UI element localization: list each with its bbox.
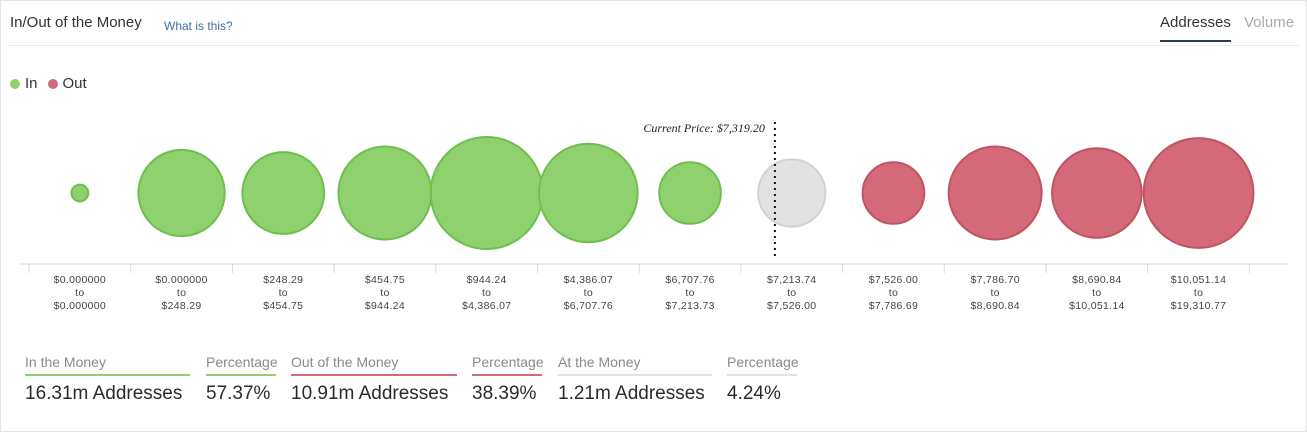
summary-out-value: 10.91m Addresses <box>291 383 449 404</box>
tick-label: $6,707.76 <box>665 274 714 286</box>
bubble-chart: $0.000000to$0.000000$0.000000to$248.29$2… <box>20 121 1288 312</box>
tick-label: $10,051.14 <box>1171 274 1227 286</box>
header-divider <box>8 45 1299 46</box>
legend-dot-out <box>47 78 58 89</box>
bubble-in <box>658 161 722 225</box>
summary-out-of-the-money: Out of the Money 10.91m Addresses <box>291 354 457 405</box>
summary-at-pct-value: 4.24% <box>727 383 781 404</box>
bubble-out <box>861 161 926 225</box>
tick-label: $4,386.07 <box>564 274 613 286</box>
summary-in-the-money: In the Money 16.31m Addresses <box>25 354 190 405</box>
summary-out-pct-value: 38.39% <box>472 383 537 404</box>
tick-label: $10,051.14 <box>1069 300 1125 312</box>
tick-label: to <box>482 287 491 299</box>
tick-label: to <box>685 287 694 299</box>
widget-title: In/Out of the Money <box>10 14 142 31</box>
tick-label: $6,707.76 <box>564 300 613 312</box>
tick-label: $7,526.00 <box>869 274 918 286</box>
summary-at-percentage: Percentage 4.24% <box>727 354 799 405</box>
summary-at-value: 1.21m Addresses <box>558 383 705 404</box>
tick-label: $8,690.84 <box>1072 274 1121 286</box>
tick-label: $4,386.07 <box>462 300 511 312</box>
tab-volume[interactable]: Volume <box>1244 14 1295 31</box>
summary-in-label: In the Money <box>25 354 190 376</box>
tick-label: $0.000000 <box>54 274 106 286</box>
summary-in-percentage: Percentage 57.37% <box>206 354 278 405</box>
tick-label: to <box>75 287 84 299</box>
tick-label: $7,526.00 <box>767 300 816 312</box>
tick-label: $7,213.74 <box>767 274 816 286</box>
tick-label: $0.000000 <box>54 300 106 312</box>
bubble-in <box>137 148 226 238</box>
tick-label: $7,213.73 <box>665 300 714 312</box>
tick-label: $19,310.77 <box>1171 300 1227 312</box>
tick-label: to <box>279 287 288 299</box>
tick-label: to <box>889 287 898 299</box>
bubble-in <box>241 151 326 235</box>
summary-in-value: 16.31m Addresses <box>25 383 183 404</box>
summary-out-label: Out of the Money <box>291 354 457 376</box>
tick-label: $248.29 <box>263 274 303 286</box>
legend-label-out: Out <box>62 75 87 92</box>
bubble-out <box>1051 147 1143 239</box>
tick-label: to <box>1092 287 1101 299</box>
tick-label: $944.24 <box>365 300 405 312</box>
legend-label-in: In <box>25 75 38 92</box>
current-price-label: Current Price: $7,319.20 <box>643 121 765 135</box>
tick-label: to <box>990 287 999 299</box>
bubble-at <box>757 158 827 228</box>
tick-label: $248.29 <box>162 300 202 312</box>
tick-label: $0.000000 <box>155 274 207 286</box>
tick-label: $944.24 <box>467 274 507 286</box>
tick-label: to <box>380 287 389 299</box>
summary-out-pct-label: Percentage <box>472 354 544 376</box>
bubble-in <box>538 142 639 244</box>
what-is-this-link[interactable]: What is this? <box>164 19 233 33</box>
tab-addresses[interactable]: Addresses <box>1160 14 1231 42</box>
tick-label: $7,786.69 <box>869 300 918 312</box>
summary-at-label: At the Money <box>558 354 712 376</box>
bubble-out <box>947 145 1043 241</box>
summary-in-pct-label: Percentage <box>206 354 278 376</box>
tick-label: $8,690.84 <box>970 300 1019 312</box>
tick-label: to <box>584 287 593 299</box>
legend-item-out[interactable]: Out <box>47 75 87 92</box>
bubble-in <box>70 183 90 203</box>
legend-item-in[interactable]: In <box>10 75 38 92</box>
summary-in-pct-value: 57.37% <box>206 383 271 404</box>
bubble-out <box>1142 137 1255 249</box>
summary-out-percentage: Percentage 38.39% <box>472 354 544 405</box>
tick-label: to <box>177 287 186 299</box>
bubble-in <box>429 136 544 250</box>
tick-label: to <box>1194 287 1203 299</box>
legend-dot-in <box>10 78 20 89</box>
summary-at-pct-label: Percentage <box>727 354 799 376</box>
tick-label: $7,786.70 <box>970 274 1019 286</box>
tick-label: $454.75 <box>365 274 405 286</box>
summary-at-the-money: At the Money 1.21m Addresses <box>558 354 712 405</box>
tick-label: to <box>787 287 796 299</box>
tick-label: $454.75 <box>263 300 303 312</box>
bubble-in <box>337 145 433 241</box>
chart-legend: In Out <box>10 75 97 92</box>
